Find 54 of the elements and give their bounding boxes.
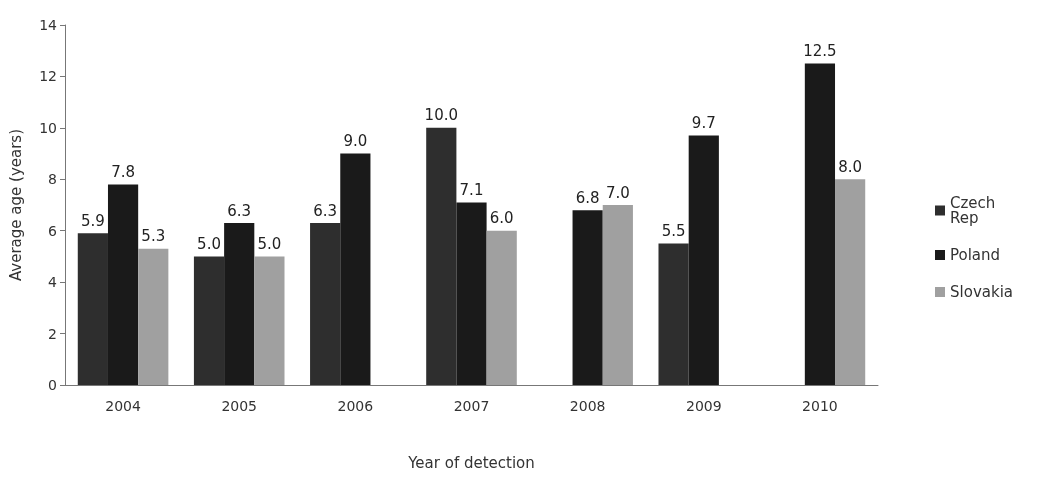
data-label: 6.8 bbox=[575, 188, 600, 207]
data-label: 8.0 bbox=[838, 157, 863, 176]
x-tick-label: 2004 bbox=[105, 398, 141, 414]
bar bbox=[310, 223, 341, 385]
y-tick-label: 6 bbox=[48, 222, 58, 239]
data-label: 6.3 bbox=[227, 201, 252, 220]
bar bbox=[804, 63, 836, 385]
bar bbox=[193, 256, 225, 385]
x-tick-label: 2010 bbox=[802, 398, 838, 414]
x-tick-label: 2005 bbox=[221, 398, 258, 414]
bar bbox=[456, 202, 487, 385]
x-tick-label: 2008 bbox=[569, 398, 606, 414]
data-label: 10.0 bbox=[424, 106, 459, 125]
bar bbox=[688, 135, 719, 385]
data-label: 5.3 bbox=[141, 227, 166, 246]
bar bbox=[138, 248, 169, 385]
data-label: 7.1 bbox=[459, 180, 484, 199]
bar bbox=[107, 184, 139, 385]
x-tick-label: 2009 bbox=[685, 398, 722, 414]
y-tick-label: 2 bbox=[48, 325, 57, 342]
legend-label: Czech Rep bbox=[950, 194, 1001, 227]
x-tick-label: 2006 bbox=[337, 398, 374, 414]
x-tick-label: 2007 bbox=[453, 398, 490, 414]
legend-label: Slovakia bbox=[950, 283, 1013, 301]
legend-label: Poland bbox=[950, 246, 1001, 264]
bar bbox=[426, 127, 457, 385]
bar bbox=[835, 179, 866, 385]
y-axis-title: Average age (years) bbox=[6, 128, 25, 282]
y-tick-label: 0 bbox=[48, 377, 57, 393]
data-label: 5.5 bbox=[661, 222, 686, 241]
bar bbox=[254, 256, 285, 385]
y-tick-label: 8 bbox=[48, 171, 57, 188]
data-label: 5.0 bbox=[257, 234, 282, 253]
bar bbox=[486, 230, 517, 385]
bar bbox=[340, 153, 371, 385]
y-tick-label: 12 bbox=[39, 68, 57, 85]
y-tick-label: 4 bbox=[48, 274, 58, 291]
data-label: 6.3 bbox=[313, 201, 338, 220]
data-label: 12.5 bbox=[803, 42, 837, 61]
data-label: 5.0 bbox=[197, 234, 221, 253]
data-label: 5.9 bbox=[80, 211, 105, 230]
x-axis-title: Year of detection bbox=[407, 453, 535, 472]
bar bbox=[572, 210, 603, 385]
data-label: 7.0 bbox=[605, 183, 630, 202]
bar bbox=[224, 223, 255, 385]
y-tick-label: 14 bbox=[39, 17, 58, 33]
y-tick-label: 10 bbox=[39, 119, 57, 136]
data-label: 9.7 bbox=[691, 114, 716, 133]
bar bbox=[77, 233, 108, 385]
bar bbox=[658, 243, 689, 385]
data-label: 7.8 bbox=[111, 162, 135, 181]
data-label: 9.0 bbox=[343, 132, 368, 151]
data-label: 6.0 bbox=[489, 209, 514, 228]
bar bbox=[602, 205, 633, 385]
